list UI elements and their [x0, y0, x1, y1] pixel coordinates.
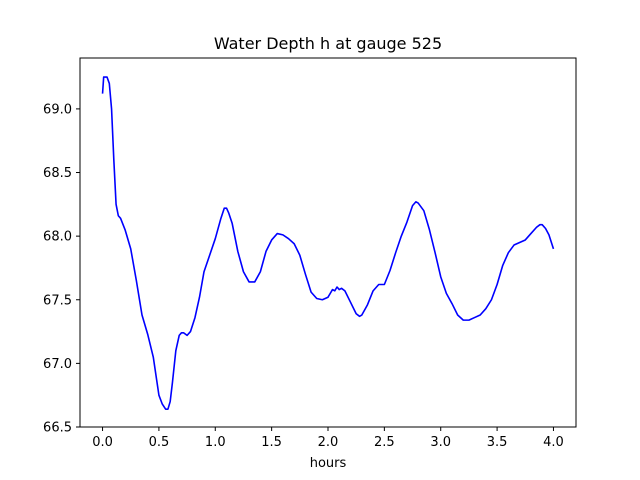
x-tick-label: 3.5: [487, 435, 508, 450]
x-axis: 0.0 0.5 1.0 1.5 2.0 2.5 3.0 3.5 4.0: [92, 427, 564, 450]
y-axis: 66.5 67.0 67.5 68.0 68.5 69.0: [43, 102, 80, 436]
x-tick-label: 0.5: [149, 435, 170, 450]
plot-layer: [101, 76, 555, 410]
x-tick-label: 3.0: [430, 435, 451, 450]
y-tick-label: 66.5: [43, 421, 72, 436]
x-tick-label: 2.0: [318, 435, 339, 450]
y-tick-label: 69.0: [43, 102, 72, 117]
x-tick-label: 2.5: [374, 435, 395, 450]
y-tick-label: 68.5: [43, 166, 72, 181]
x-tick-label: 0.0: [92, 435, 113, 450]
x-axis-title: hours: [310, 456, 347, 471]
y-tick-label: 67.0: [43, 357, 72, 372]
x-tick-label: 1.5: [261, 435, 282, 450]
x-tick-label: 1.0: [205, 435, 226, 450]
series-line-h: [101, 76, 555, 410]
y-tick-label: 67.5: [43, 293, 72, 308]
chart-title: Water Depth h at gauge 525: [214, 34, 442, 53]
y-tick-label: 68.0: [43, 230, 72, 245]
x-tick-label: 4.0: [543, 435, 564, 450]
